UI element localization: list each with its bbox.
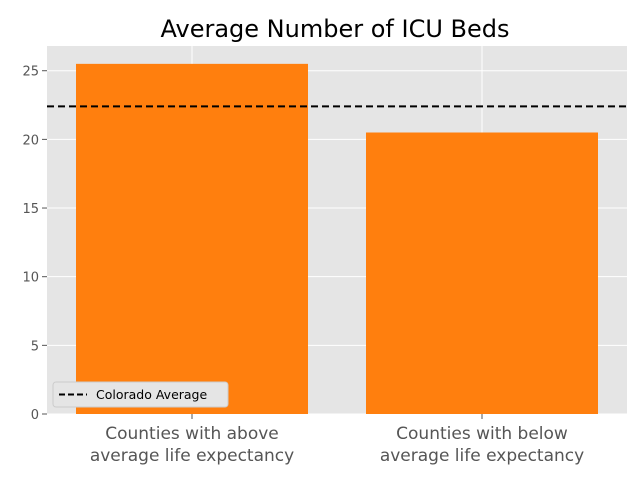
- legend: Colorado Average: [52, 381, 229, 408]
- x-tick-label: average life expectancy: [380, 446, 584, 466]
- y-tick-label: 25: [22, 65, 39, 80]
- x-tick-label: average life expectancy: [90, 446, 294, 466]
- bar-0: [76, 63, 308, 415]
- y-tick-label: 5: [31, 339, 39, 354]
- y-tick-label: 20: [22, 133, 39, 148]
- chart-title: Average Number of ICU Beds: [161, 15, 510, 43]
- bars: [76, 63, 598, 415]
- y-axis-ticks: 0 5 10 15 20 25: [22, 65, 47, 423]
- y-tick-label: 15: [22, 202, 39, 217]
- x-tick-label: Counties with above: [105, 424, 279, 444]
- legend-label: Colorado Average: [96, 387, 207, 402]
- x-tick-label: Counties with below: [396, 424, 568, 444]
- bar-1: [366, 132, 598, 415]
- y-tick-label: 0: [31, 408, 39, 423]
- legend-box: [52, 381, 229, 408]
- y-tick-label: 10: [22, 271, 39, 286]
